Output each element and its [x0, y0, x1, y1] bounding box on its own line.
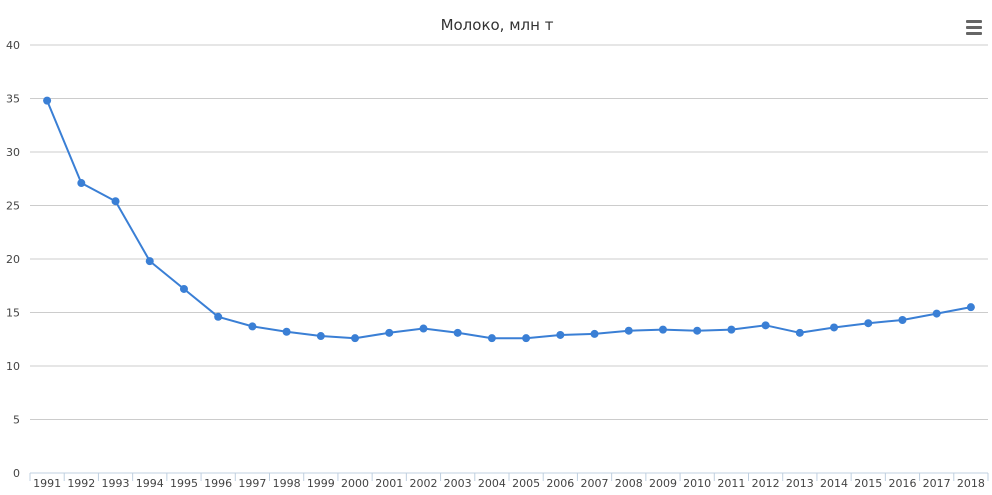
y-tick-label: 10	[6, 360, 20, 373]
data-point[interactable]	[590, 329, 599, 338]
series-layer	[43, 96, 975, 343]
x-tick-label: 2010	[683, 477, 711, 490]
data-point[interactable]	[795, 328, 804, 337]
data-point[interactable]	[351, 334, 360, 343]
y-tick-label: 15	[6, 307, 20, 320]
y-axis-ticks: 0 5 10 15 20 25 30 35 40	[6, 39, 20, 480]
x-tick-label: 1998	[273, 477, 301, 490]
data-point[interactable]	[453, 328, 462, 337]
chart-menu-button[interactable]	[964, 18, 984, 36]
x-tick-label: 1991	[33, 477, 61, 490]
chart-title: Молоко, млн т	[441, 16, 554, 34]
x-tick-label: 2011	[717, 477, 745, 490]
y-tick-label: 25	[6, 200, 20, 213]
data-point[interactable]	[77, 179, 86, 188]
x-tick-label: 1999	[307, 477, 335, 490]
x-tick-label: 2013	[786, 477, 814, 490]
data-point[interactable]	[830, 323, 839, 332]
data-point[interactable]	[624, 326, 633, 335]
x-tick-label: 2017	[923, 477, 951, 490]
data-point[interactable]	[898, 315, 907, 324]
data-point[interactable]	[966, 303, 975, 312]
x-tick-label: 2008	[615, 477, 643, 490]
series-line	[46, 100, 972, 340]
x-tick-label: 2014	[820, 477, 848, 490]
data-point[interactable]	[693, 326, 702, 335]
data-point[interactable]	[419, 324, 428, 333]
y-tick-label: 40	[6, 39, 20, 52]
x-tick-label: 2003	[444, 477, 472, 490]
data-point[interactable]	[248, 322, 257, 331]
x-tick-label: 2005	[512, 477, 540, 490]
x-tick-label: 1996	[204, 477, 232, 490]
y-tick-label: 30	[6, 146, 20, 159]
y-tick-label: 35	[6, 93, 20, 106]
data-point[interactable]	[43, 96, 52, 105]
x-tick-label: 2000	[341, 477, 369, 490]
y-tick-label: 20	[6, 253, 20, 266]
x-tick-label: 2015	[854, 477, 882, 490]
data-point[interactable]	[932, 309, 941, 318]
x-tick-label: 1997	[238, 477, 266, 490]
x-tick-label: 2004	[478, 477, 506, 490]
data-point[interactable]	[761, 321, 770, 330]
x-tick-label: 1995	[170, 477, 198, 490]
x-tick-label: 2007	[581, 477, 609, 490]
data-point[interactable]	[145, 257, 154, 266]
data-point[interactable]	[179, 284, 188, 293]
x-tick-label: 1993	[102, 477, 130, 490]
y-tick-label: 5	[13, 414, 20, 427]
x-tick-label: 2016	[888, 477, 916, 490]
grid-lines	[30, 44, 988, 420]
data-point[interactable]	[522, 334, 531, 343]
x-tick-label: 1992	[67, 477, 95, 490]
x-tick-label: 2002	[409, 477, 437, 490]
data-point[interactable]	[385, 328, 394, 337]
y-tick-label: 0	[13, 467, 20, 480]
hamburger-menu-icon	[966, 20, 982, 23]
data-point[interactable]	[282, 327, 291, 336]
x-tick-label: 2009	[649, 477, 677, 490]
x-axis: 1991 1992 1993 1994 1995 1996 1997 1998 1999 2000…	[29, 472, 989, 490]
data-point[interactable]	[658, 325, 667, 334]
data-point[interactable]	[316, 332, 325, 341]
data-point[interactable]	[487, 334, 496, 343]
data-point[interactable]	[214, 312, 223, 321]
x-tick-label: 1994	[136, 477, 164, 490]
x-tick-label: 2012	[752, 477, 780, 490]
data-point[interactable]	[111, 197, 120, 206]
x-tick-label: 2006	[546, 477, 574, 490]
x-tick-label: 2001	[375, 477, 403, 490]
data-point[interactable]	[864, 319, 873, 328]
x-tick-label: 2018	[957, 477, 985, 490]
data-point[interactable]	[556, 330, 565, 339]
data-point[interactable]	[727, 325, 736, 334]
